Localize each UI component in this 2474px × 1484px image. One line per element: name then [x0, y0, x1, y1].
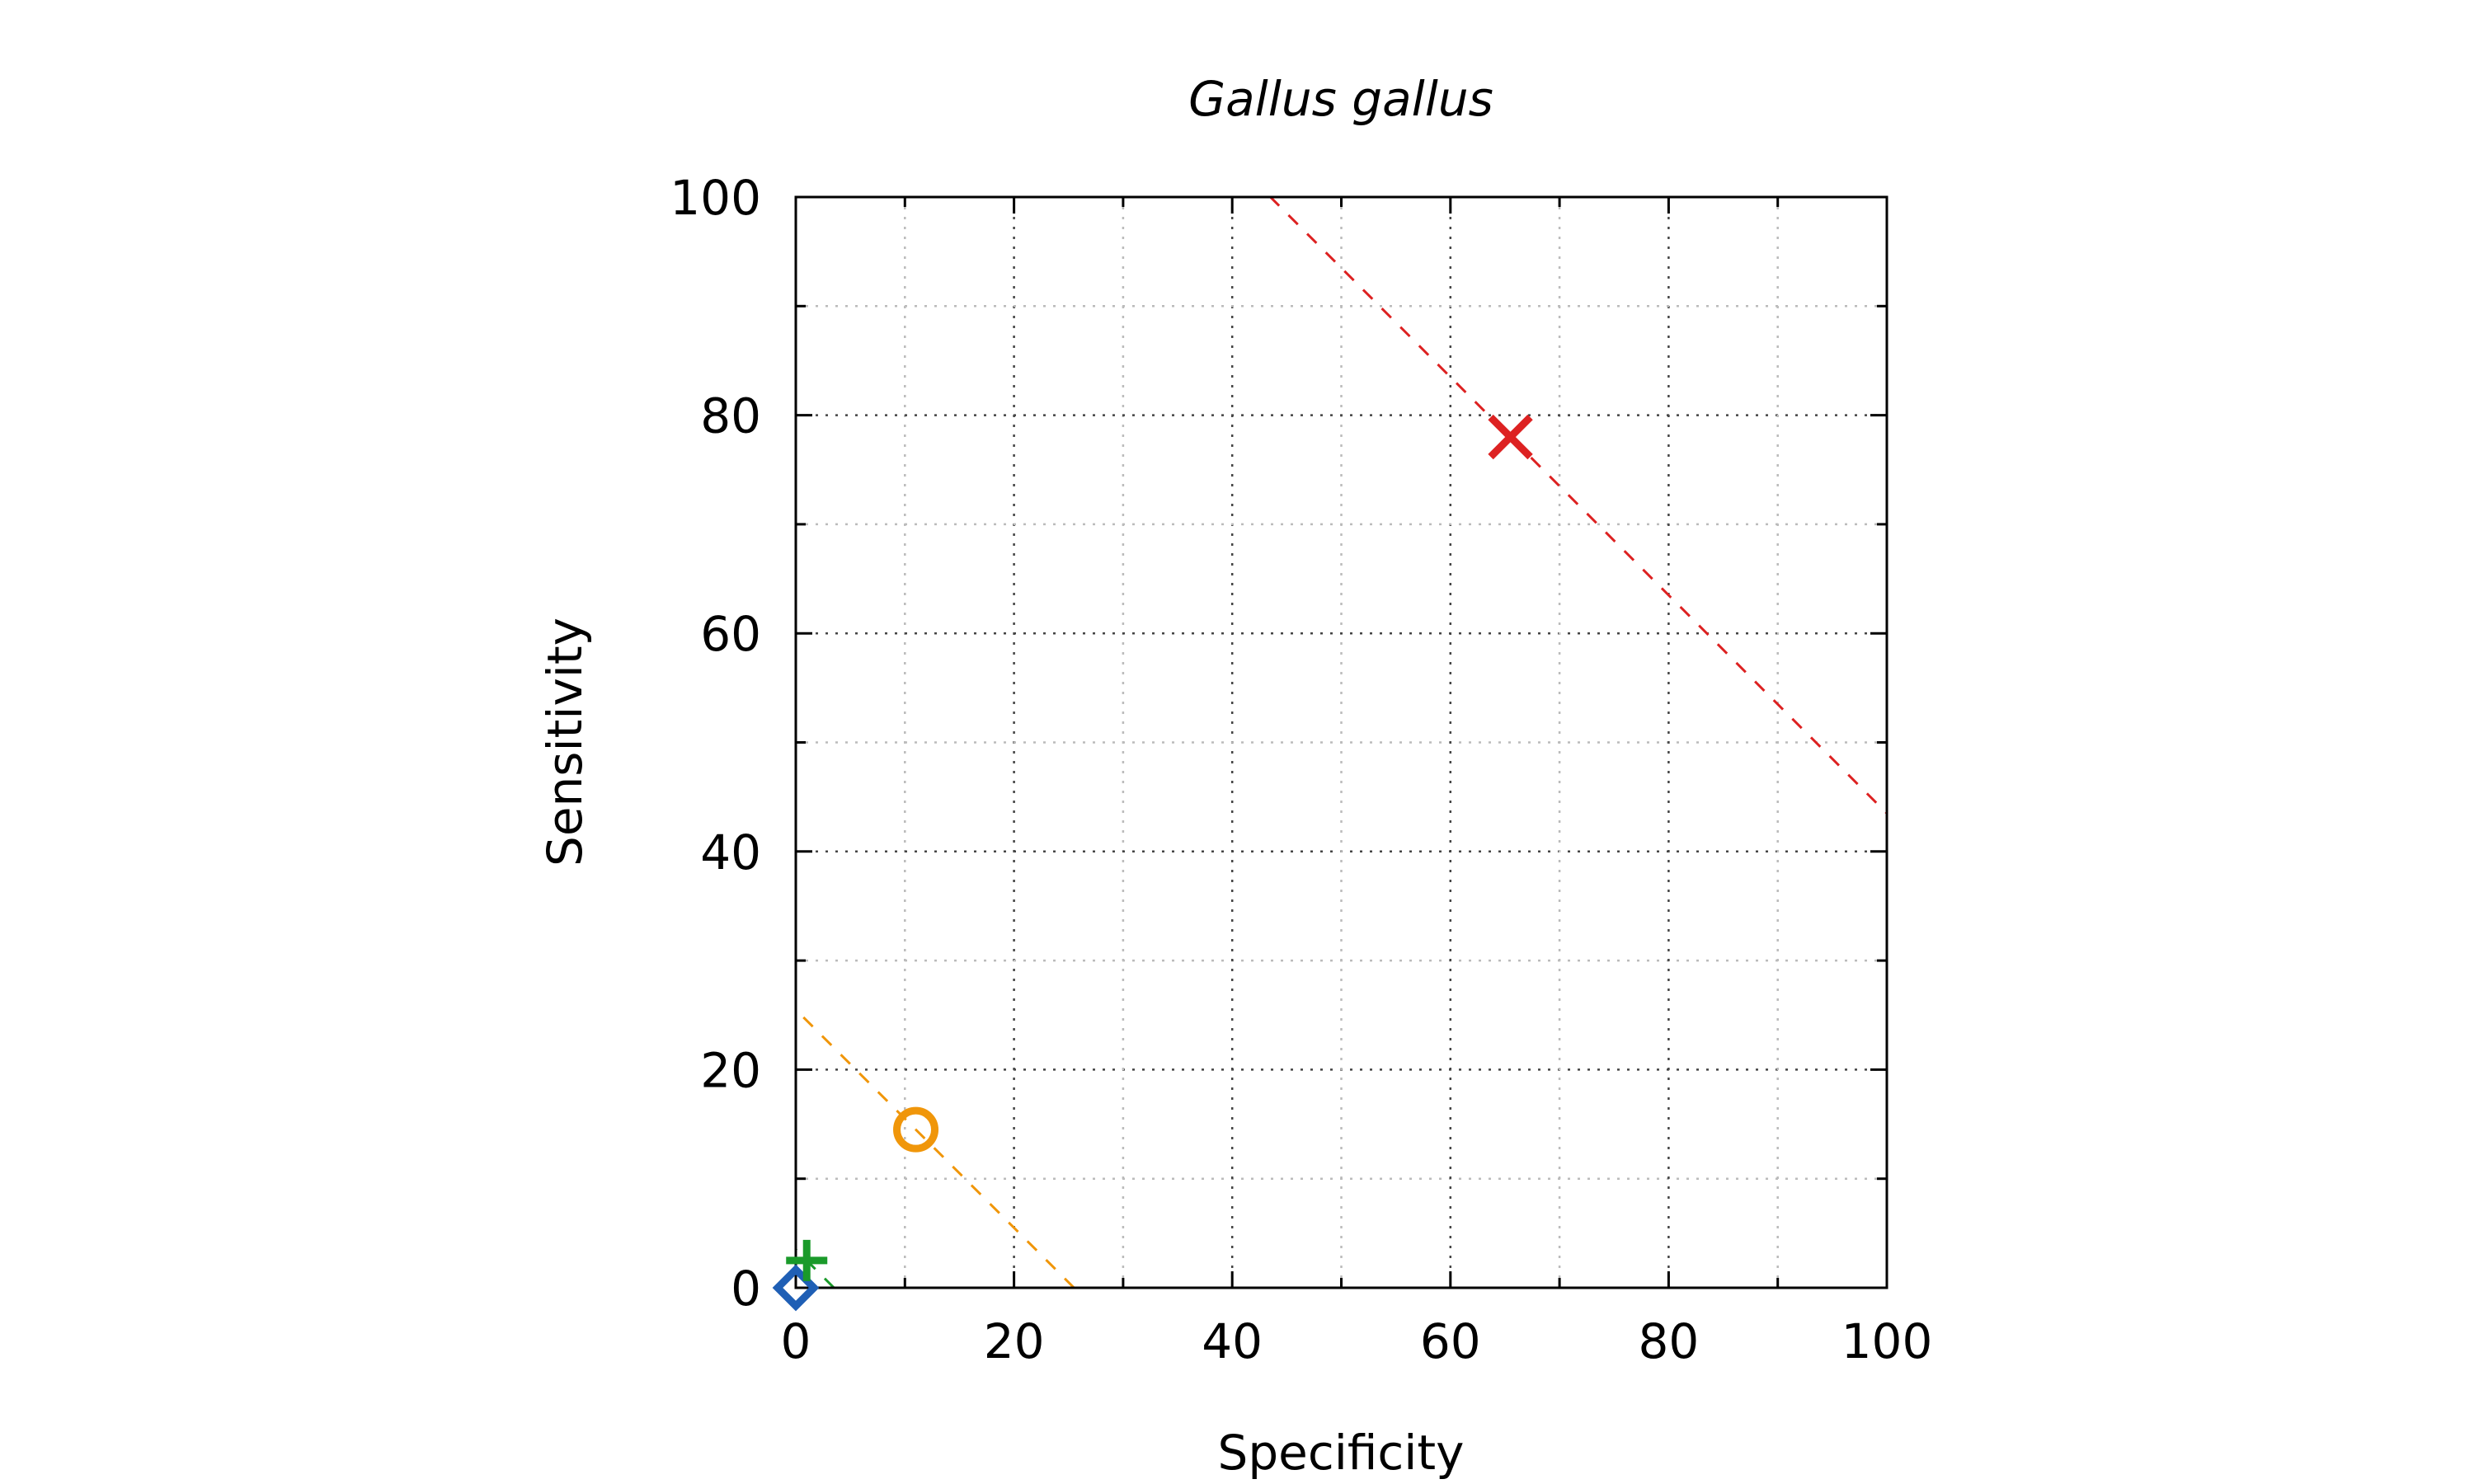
y-tick-label: 40	[700, 824, 761, 881]
x-axis-title: Specificity	[1218, 1425, 1465, 1481]
grid-lines	[796, 197, 1887, 1288]
y-tick-label: 100	[670, 170, 761, 226]
y-tick-label: 20	[700, 1042, 761, 1098]
data-point-circle	[893, 1106, 939, 1153]
x-tick-label: 20	[984, 1313, 1045, 1369]
x-tick-label: 40	[1202, 1313, 1263, 1369]
data-point-plus	[786, 1239, 828, 1281]
reference-line	[796, 1008, 1075, 1288]
reference-line	[796, 1248, 835, 1288]
y-axis-title: Sensitivity	[537, 618, 593, 866]
y-tick-label: 80	[700, 388, 761, 444]
data-point-diamond	[772, 1264, 820, 1312]
x-tick-label: 0	[781, 1313, 811, 1369]
data-point-cross	[1488, 414, 1533, 460]
x-tick-label: 80	[1638, 1313, 1699, 1369]
chart-title: Gallus gallus	[1188, 71, 1493, 127]
y-tick-labels: 0 20 40 60 80 100	[670, 170, 761, 1317]
y-tick-label: 0	[731, 1261, 761, 1317]
data-points	[772, 414, 1533, 1312]
x-tick-labels: 0 20 40 60 80 100	[781, 1313, 1933, 1369]
reference-line	[1268, 197, 1887, 815]
x-tick-label: 100	[1841, 1313, 1933, 1369]
x-tick-label: 60	[1420, 1313, 1481, 1369]
axis-ticks	[794, 195, 1888, 1289]
y-tick-label: 60	[700, 606, 761, 662]
reference-lines	[796, 197, 1887, 1288]
